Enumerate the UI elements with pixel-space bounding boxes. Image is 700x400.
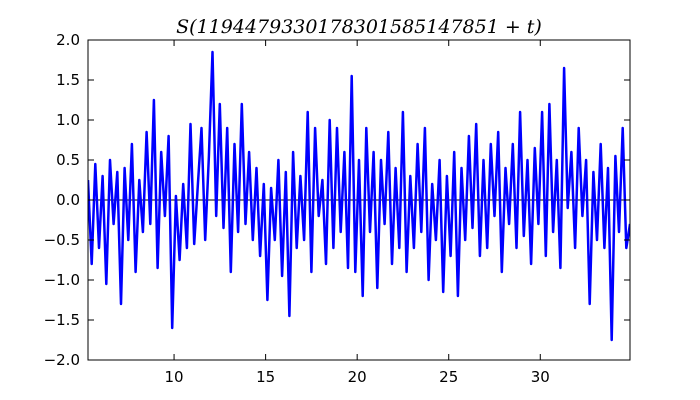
y-tick-label: −1.5 [44, 311, 80, 329]
y-tick-label: 0.0 [56, 191, 80, 209]
x-tick-label: 10 [165, 368, 184, 386]
x-axis: 10 15 20 25 30 [165, 40, 550, 386]
x-tick-label: 15 [256, 368, 275, 386]
y-axis: −2.0 −1.5 −1.0 −0.5 0.0 0.5 1.0 1.5 2.0 [44, 31, 630, 369]
y-tick-label: −2.0 [44, 351, 80, 369]
y-tick-label: −1.0 [44, 271, 80, 289]
chart-title: S(1194479330178301585147851 + t) [176, 16, 542, 38]
y-tick-label: 1.5 [56, 71, 80, 89]
plot-area [87, 39, 631, 361]
x-tick-label: 30 [531, 368, 550, 386]
x-tick-label: 25 [439, 368, 458, 386]
y-tick-label: −0.5 [44, 231, 80, 249]
y-tick-label: 2.0 [56, 31, 80, 49]
y-tick-label: 1.0 [56, 111, 80, 129]
series-line-0 [88, 50, 630, 342]
x-tick-label: 20 [348, 368, 367, 386]
y-tick-label: 0.5 [56, 151, 80, 169]
